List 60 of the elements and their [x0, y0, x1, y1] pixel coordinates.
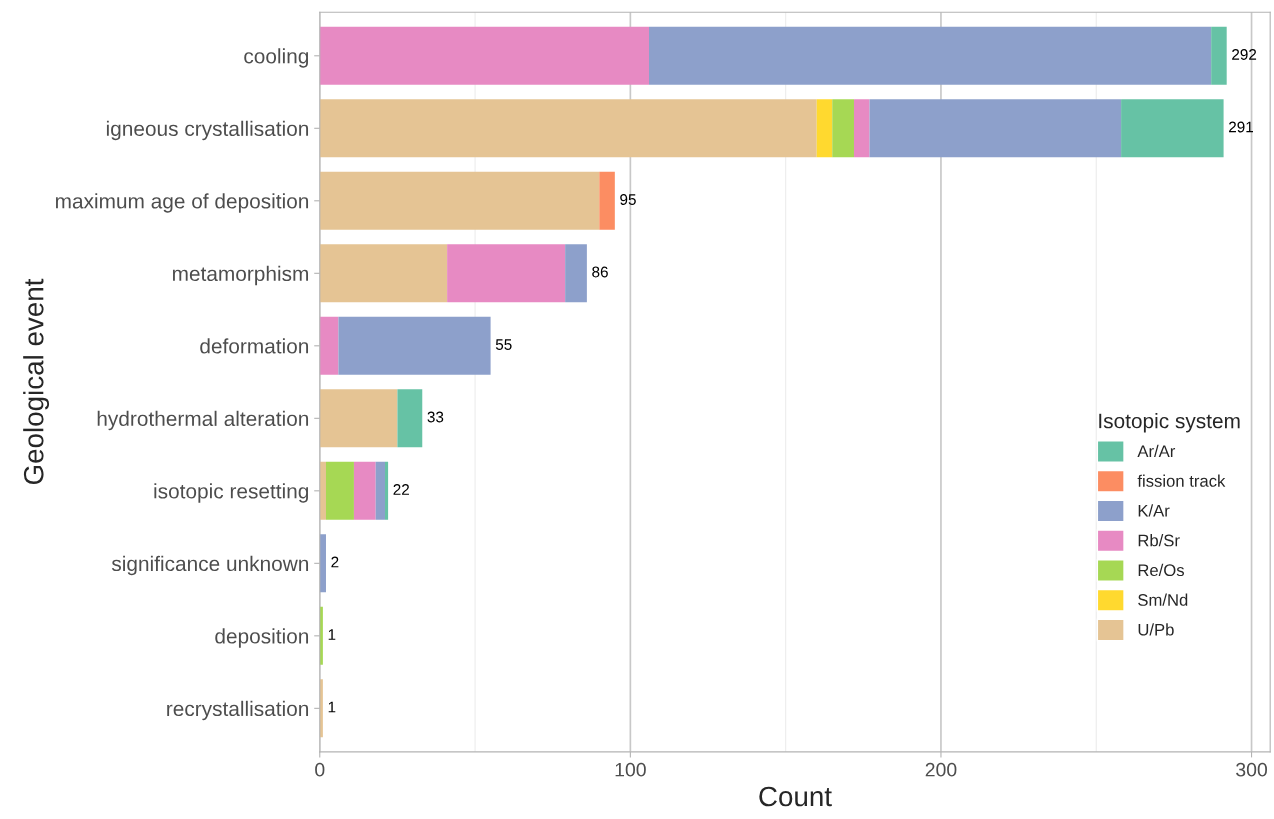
- bar: [319, 171, 600, 230]
- bar: [599, 171, 615, 230]
- y-tick-label: igneous crystallisation: [106, 120, 309, 141]
- bar: [319, 389, 398, 448]
- total-label: 95: [620, 194, 636, 205]
- bar: [353, 461, 376, 520]
- bar: [869, 99, 1122, 158]
- bar: [319, 461, 326, 520]
- total-label: 22: [393, 484, 409, 495]
- total-label: 2: [331, 556, 339, 568]
- legend-label: Sm/Nd: [1138, 593, 1188, 606]
- bar: [375, 461, 385, 520]
- total-label: 1: [328, 701, 336, 713]
- y-tick-label: significance unknown: [111, 555, 309, 576]
- legend-label: fission track: [1137, 474, 1226, 487]
- bar: [816, 99, 833, 158]
- x-tick-label: 0: [315, 762, 325, 777]
- bar: [397, 389, 423, 448]
- total-label: 292: [1232, 49, 1257, 60]
- legend-title: Isotopic system: [1099, 413, 1240, 433]
- bar: [447, 244, 566, 303]
- x-tick-label: 300: [1236, 762, 1267, 777]
- y-tick-label: deposition: [215, 628, 309, 648]
- bar: [319, 99, 817, 158]
- legend-label: U/Pb: [1138, 623, 1174, 636]
- total-label: 291: [1229, 121, 1253, 133]
- bar: [832, 99, 854, 158]
- y-tick-label: isotopic resetting: [154, 483, 309, 503]
- bar: [319, 244, 448, 303]
- y-tick-label: metamorphism: [172, 265, 308, 286]
- bar: [319, 606, 323, 665]
- y-tick-label: deformation: [200, 338, 309, 354]
- bar: [319, 534, 326, 593]
- y-tick-label: hydrothermal alteration: [97, 410, 309, 431]
- bar: [565, 244, 587, 303]
- x-tick-label: 200: [925, 762, 957, 777]
- bar: [325, 461, 354, 520]
- y-tick-label: recrystallisation: [167, 700, 309, 721]
- bar: [853, 99, 870, 158]
- y-tick-label: cooling: [244, 48, 309, 68]
- x-tick-label: 100: [615, 762, 646, 777]
- bar: [319, 679, 323, 738]
- bar: [649, 26, 1212, 85]
- total-label: 55: [495, 339, 512, 350]
- total-label: 33: [427, 411, 444, 423]
- y-axis-title: Geological event: [23, 278, 50, 485]
- legend-label: Ar/Ar: [1137, 444, 1176, 458]
- bar: [319, 316, 339, 375]
- legend-label: K/Ar: [1138, 504, 1170, 517]
- y-tick-label: maximum age of deposition: [56, 193, 309, 213]
- bar: [1211, 26, 1227, 85]
- bar: [338, 316, 491, 375]
- bar: [385, 461, 389, 520]
- legend-label: Rb/Sr: [1138, 534, 1180, 547]
- bar: [1121, 99, 1224, 158]
- legend-label: Re/Os: [1138, 563, 1184, 577]
- total-label: 86: [592, 266, 608, 278]
- x-axis-title: Count: [759, 786, 832, 807]
- bar: [319, 26, 649, 85]
- total-label: 1: [328, 629, 336, 640]
